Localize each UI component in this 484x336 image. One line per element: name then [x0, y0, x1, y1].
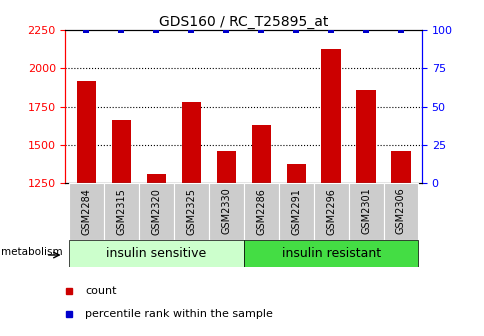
Bar [173, 183, 208, 240]
Bar [69, 240, 243, 267]
Bar [251, 125, 270, 183]
Text: percentile rank within the sample: percentile rank within the sample [85, 309, 272, 319]
Text: count: count [85, 286, 116, 296]
Bar [182, 102, 200, 183]
Text: GSM2301: GSM2301 [360, 188, 370, 235]
Text: insulin sensitive: insulin sensitive [106, 247, 206, 260]
Bar [321, 49, 340, 183]
Text: GSM2286: GSM2286 [256, 188, 266, 235]
Bar [216, 151, 235, 183]
Text: insulin resistant: insulin resistant [281, 247, 380, 260]
Bar [69, 183, 104, 240]
Title: GDS160 / RC_T25895_at: GDS160 / RC_T25895_at [159, 15, 328, 29]
Text: GSM2296: GSM2296 [325, 188, 335, 235]
Bar [208, 183, 243, 240]
Bar [104, 183, 138, 240]
Bar [313, 183, 348, 240]
Bar [356, 90, 375, 183]
Bar [383, 183, 418, 240]
Text: GSM2325: GSM2325 [186, 188, 196, 235]
Bar [111, 120, 131, 183]
Bar [286, 164, 305, 183]
Text: GSM2330: GSM2330 [221, 188, 231, 235]
Bar [243, 240, 418, 267]
Bar [243, 183, 278, 240]
Bar [138, 183, 173, 240]
Text: GSM2306: GSM2306 [395, 188, 405, 235]
Text: GSM2320: GSM2320 [151, 188, 161, 235]
Text: GSM2315: GSM2315 [116, 188, 126, 235]
Text: GSM2284: GSM2284 [81, 188, 91, 235]
Bar [147, 174, 166, 183]
Bar [278, 183, 313, 240]
Bar [348, 183, 383, 240]
Bar [76, 81, 96, 183]
Bar [391, 151, 410, 183]
Text: GSM2291: GSM2291 [290, 188, 301, 235]
Text: metabolism: metabolism [1, 247, 63, 257]
